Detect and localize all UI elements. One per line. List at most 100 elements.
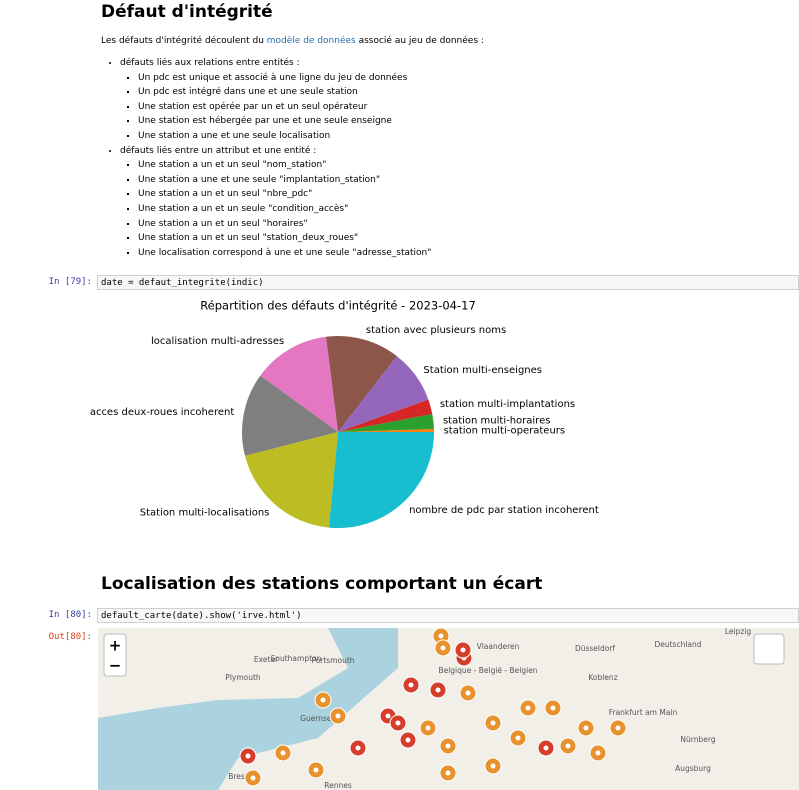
- list-item: défauts liés entre un attribut et une en…: [120, 144, 431, 261]
- marker-icon: [490, 763, 496, 769]
- chart-title: Répartition des défauts d'intégrité - 20…: [200, 299, 476, 313]
- marker-icon: [405, 737, 411, 743]
- zoom-in[interactable]: +: [109, 637, 122, 655]
- pie-slice: [338, 428, 434, 432]
- place-label: Guernsey: [300, 714, 336, 723]
- marker-icon: [490, 720, 496, 726]
- marker-icon: [280, 750, 286, 756]
- marker-icon: [385, 713, 391, 719]
- prompt: In [80]:: [48, 610, 92, 620]
- pie-slice: [328, 432, 434, 528]
- intro-text: Les défauts d'intégrité découlent du: [101, 36, 267, 46]
- marker-icon: [460, 647, 466, 653]
- marker-icon: [245, 753, 251, 759]
- place-label: Belgique - België - Belgien: [438, 666, 537, 675]
- pie-slice: [325, 336, 397, 432]
- layers-control[interactable]: [753, 633, 785, 665]
- sub-list: Un pdc est unique et associé à une ligne…: [120, 71, 431, 144]
- place-label: Frankfurt am Main: [609, 708, 678, 717]
- intro: Les défauts d'intégrité découlent du mod…: [101, 36, 484, 46]
- intro-text: associé au jeu de données :: [355, 36, 484, 46]
- place-label: Nürnberg: [680, 735, 715, 744]
- list-item: Une station a un et un seule "condition_…: [138, 202, 431, 217]
- slice-label: nombre de pdc par station incoherent: [409, 505, 599, 516]
- slice-label: Station multi-localisations: [140, 507, 270, 518]
- marker-icon: [355, 745, 361, 751]
- marker-icon: [445, 743, 451, 749]
- list-item: Une station a un et un seul "horaires": [138, 217, 431, 232]
- slice-label: station multi-implantations: [440, 399, 575, 410]
- slice-label: Station multi-enseignes: [423, 365, 542, 376]
- list: défauts liés aux relations entre entités…: [100, 56, 431, 260]
- place-label: Exeter: [254, 655, 279, 664]
- place-label: Koblenz: [588, 673, 617, 682]
- marker-icon: [435, 687, 441, 693]
- sub-list: Une station a un et un seul "nom_station…: [120, 158, 431, 260]
- list-item: Une station est hébergée par une et une …: [138, 114, 431, 129]
- marker-icon: [313, 767, 319, 773]
- slice-label: station multi-horaires: [443, 415, 551, 426]
- pie-slice: [242, 375, 338, 456]
- pie-slice: [338, 414, 434, 432]
- land: [98, 628, 348, 718]
- marker-icon: [250, 775, 256, 781]
- marker-icon: [565, 743, 571, 749]
- title: Défaut d'intégrité: [101, 2, 273, 22]
- slice-label: station avec plusieurs noms: [366, 325, 506, 336]
- code-cell: default_carte(date).show('irve.html'): [97, 608, 799, 623]
- list-item: Un pdc est intégré dans une et une seule…: [138, 85, 431, 100]
- place-label: Rennes: [324, 781, 352, 790]
- prompt: In [79]:: [48, 277, 92, 287]
- place-label: Southampton: [271, 654, 322, 663]
- marker-icon: [583, 725, 589, 731]
- link[interactable]: modèle de données: [266, 36, 356, 46]
- pie-slice: [338, 356, 429, 432]
- marker-icon: [445, 770, 451, 776]
- place-label: Vlaanderen: [477, 642, 520, 651]
- list-item: Une station a une et une seule localisat…: [138, 129, 431, 144]
- list-item: Une station a une et une seule "implanta…: [138, 173, 431, 188]
- marker-icon: [550, 705, 556, 711]
- marker-icon: [543, 745, 549, 751]
- place-label: Augsburg: [675, 764, 711, 773]
- list-label: défauts liés aux relations entre entités…: [120, 58, 300, 68]
- place-label: Plymouth: [225, 673, 261, 682]
- list-item: Une localisation correspond à une et une…: [138, 246, 431, 261]
- place-label: Leipzig: [725, 628, 752, 636]
- marker-icon: [425, 725, 431, 731]
- pie-slice: [338, 399, 433, 432]
- list-item: Une station a un et un seul "nom_station…: [138, 158, 431, 173]
- list-item: Un pdc est unique et associé à une ligne…: [138, 71, 431, 86]
- marker-icon: [440, 645, 446, 651]
- marker-icon: [320, 697, 326, 703]
- code-cell: date = defaut_integrite(indic): [97, 275, 799, 290]
- marker-icon: [595, 750, 601, 756]
- place-label: Portsmouth: [311, 656, 354, 665]
- list-item: défauts liés aux relations entre entités…: [120, 56, 431, 144]
- place-label: Düsseldorf: [575, 644, 615, 653]
- marker-icon: [335, 713, 341, 719]
- slice-label: acces deux-roues incoherent: [90, 407, 235, 418]
- heading: Localisation des stations comportant un …: [101, 574, 543, 594]
- marker-icon: [408, 682, 414, 688]
- prompt: Out[80]:: [48, 632, 92, 642]
- marker-icon: [395, 720, 401, 726]
- marker-icon: [515, 735, 521, 741]
- marker-icon: [465, 690, 471, 696]
- zoom-control: [103, 633, 127, 677]
- list-item: Une station a un et un seul "station_deu…: [138, 231, 431, 246]
- marker-icon: [525, 705, 531, 711]
- pie-slice: [260, 336, 338, 432]
- zoom-out[interactable]: −: [109, 657, 122, 675]
- list-item: Une station est opérée par un et un seul…: [138, 100, 431, 115]
- chart: Répartition des défauts d'intégrité - 20…: [90, 299, 599, 528]
- slice-label: localisation multi-adresses: [151, 336, 284, 347]
- marker-icon: [615, 725, 621, 731]
- pie-slice: [245, 432, 338, 528]
- place-label: Deutschland: [654, 640, 701, 649]
- slice-label: station multi-operateurs: [444, 425, 566, 436]
- list-item: Une station a un et un seul "nbre_pdc": [138, 187, 431, 202]
- marker-icon: [438, 633, 444, 639]
